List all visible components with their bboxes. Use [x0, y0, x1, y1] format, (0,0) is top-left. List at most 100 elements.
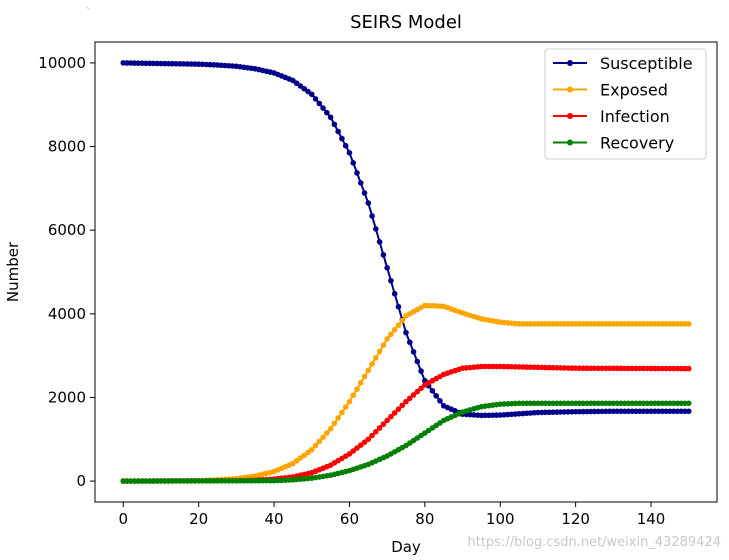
data-point: [403, 398, 409, 405]
data-point: [373, 226, 379, 232]
data-point: [685, 365, 692, 372]
legend-label-infection: Infection: [600, 107, 670, 126]
y-tick-label: 2000: [48, 388, 86, 406]
y-tick-label: 6000: [48, 221, 86, 239]
data-point: [414, 388, 421, 395]
data-point: [346, 398, 353, 405]
data-point: [361, 439, 368, 446]
y-axis: 0 2000 4000 6000 8000 10000: [38, 54, 95, 490]
data-point: [357, 180, 364, 186]
data-point: [354, 445, 360, 451]
series-points-susceptible: [120, 60, 692, 419]
data-point: [369, 213, 375, 219]
data-point: [342, 142, 349, 149]
data-point: [354, 170, 360, 176]
x-tick-label: 0: [118, 510, 128, 528]
chart-title: SEIRS Model: [350, 12, 462, 33]
legend-marker-infection: [567, 113, 573, 119]
data-point: [365, 200, 372, 206]
data-point: [369, 361, 375, 367]
data-point: [414, 358, 421, 365]
x-tick-label: 140: [637, 510, 666, 528]
legend-label-recovery: Recovery: [600, 134, 674, 153]
data-point: [376, 239, 383, 245]
data-point: [391, 410, 398, 416]
data-point: [320, 105, 326, 111]
series-line-infection: [123, 365, 689, 483]
series-layer: [120, 60, 692, 484]
data-point: [312, 96, 319, 102]
data-point: [339, 135, 345, 142]
data-point: [388, 331, 394, 338]
data-point: [429, 387, 436, 394]
data-point: [357, 380, 364, 386]
data-point: [685, 408, 692, 415]
corner-mark: ˎ: [86, 0, 91, 10]
data-point: [380, 421, 387, 428]
y-tick-label: 8000: [48, 138, 86, 156]
watermark-text: https://blog.csdn.net/weixin_43289424: [467, 535, 721, 550]
data-point: [418, 385, 424, 392]
data-point: [395, 322, 402, 328]
series-points-infection: [120, 363, 692, 484]
legend: Susceptible Exposed Infection Recovery: [544, 48, 707, 160]
data-point: [361, 190, 368, 196]
legend-label-exposed: Exposed: [600, 81, 668, 100]
data-point: [391, 326, 398, 333]
data-point: [308, 446, 315, 453]
data-point: [327, 114, 334, 121]
data-point: [395, 406, 402, 412]
y-axis-label: Number: [4, 241, 22, 302]
x-axis-label: Day: [391, 538, 421, 556]
data-point: [380, 252, 387, 258]
data-point: [373, 428, 379, 435]
data-point: [437, 398, 443, 404]
data-point: [685, 321, 692, 327]
data-point: [320, 434, 326, 440]
data-point: [346, 451, 353, 457]
data-point: [391, 290, 398, 297]
data-point: [346, 150, 353, 156]
data-point: [399, 317, 406, 324]
data-point: [308, 91, 315, 98]
data-point: [312, 442, 319, 449]
x-tick-label: 120: [561, 510, 590, 528]
legend-marker-susceptible: [567, 60, 573, 66]
data-point: [365, 367, 372, 374]
legend-box: [544, 48, 707, 160]
data-point: [410, 349, 417, 355]
y-tick-label: 10000: [38, 54, 86, 72]
data-point: [685, 400, 692, 407]
x-tick-label: 60: [340, 510, 359, 528]
x-tick-label: 40: [265, 510, 284, 528]
y-tick-label: 4000: [48, 305, 86, 323]
data-point: [324, 109, 330, 116]
data-point: [316, 438, 323, 445]
legend-label-susceptible: Susceptible: [600, 54, 693, 73]
data-point: [339, 409, 345, 416]
data-point: [384, 265, 390, 271]
data-point: [388, 277, 394, 284]
data-point: [369, 432, 375, 439]
data-point: [376, 425, 383, 431]
plot-frame: [94, 41, 718, 503]
data-point: [384, 417, 390, 424]
data-point: [335, 128, 341, 135]
data-point: [316, 100, 323, 107]
data-point: [410, 392, 417, 398]
data-point: [327, 426, 334, 432]
data-point: [342, 404, 349, 410]
data-point: [350, 448, 357, 454]
data-point: [433, 392, 439, 399]
data-point: [403, 329, 409, 336]
data-point: [418, 368, 424, 374]
y-tick-label: 0: [76, 472, 86, 490]
data-point: [388, 413, 394, 420]
x-axis: 0 20 40 60 80 100 120 140: [118, 502, 665, 528]
data-point: [399, 402, 406, 409]
x-tick-label: 80: [415, 510, 434, 528]
x-tick-label: 20: [189, 510, 208, 528]
series-line-recovery: [123, 402, 689, 483]
data-point: [331, 121, 338, 128]
